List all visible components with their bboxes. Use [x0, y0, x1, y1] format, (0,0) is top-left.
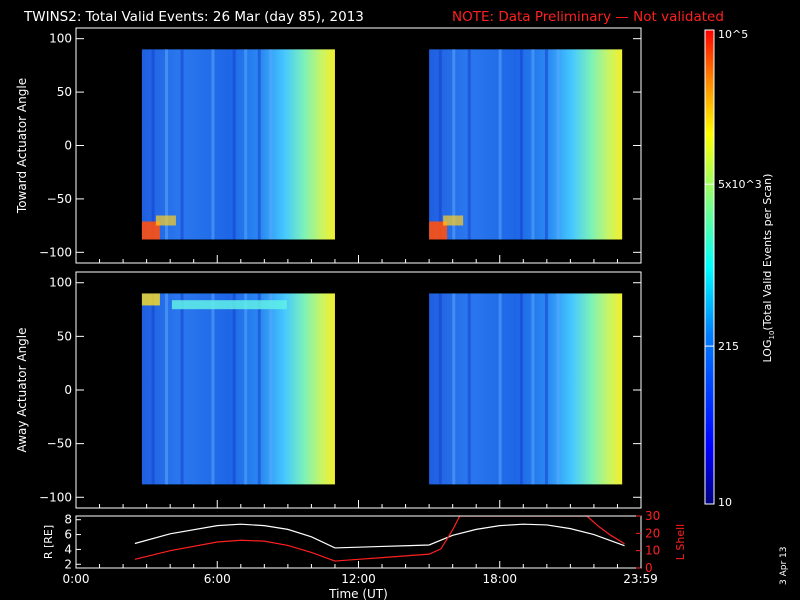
- y-tick-label: 8: [64, 513, 72, 527]
- away-angle-panel: 100 50 0 −50 −100 Away Actuator Angle: [15, 271, 642, 509]
- heatmap-streak: [244, 49, 248, 240]
- x-axis-label: Time (UT): [328, 587, 388, 600]
- right-y-tick-label: 0: [645, 561, 653, 575]
- colorbar-gradient: [704, 29, 715, 505]
- heatmap-streak: [232, 293, 236, 485]
- colorbar-tick-label: 5x10^3: [718, 178, 762, 191]
- heatmap-streak: [498, 293, 502, 485]
- heatmap-streak: [269, 49, 273, 240]
- heatmap-streak: [519, 293, 523, 485]
- y-tick-label: 0: [64, 383, 72, 397]
- y-tick-label: −50: [47, 437, 72, 451]
- colorbar-tick-label: 10: [718, 496, 732, 509]
- heatmap-streak: [211, 293, 215, 485]
- y-tick-label: −100: [39, 245, 72, 259]
- lshell-axis-label: L Shell: [674, 524, 687, 560]
- panel-frame: [75, 515, 642, 569]
- x-tick-label: 6:00: [204, 572, 231, 586]
- heatmap-streak: [151, 293, 155, 485]
- heatmap-block: [429, 49, 623, 240]
- heatmap-streak: [519, 49, 523, 240]
- r-axis-label: R [RE]: [42, 525, 55, 559]
- heatmap-block: [429, 293, 623, 485]
- heatmap-hotspot: [443, 215, 464, 226]
- heatmap-streak: [467, 49, 471, 240]
- y-tick-label: 100: [49, 276, 72, 290]
- heatmap-streak: [180, 293, 184, 485]
- heatmap-streak: [467, 293, 471, 485]
- y-tick-label: −100: [39, 490, 72, 504]
- heatmap-streak: [544, 49, 548, 240]
- right-y-tick-label: 30: [645, 509, 660, 523]
- lshell-series-line: [134, 516, 625, 562]
- y-tick-label: 4: [64, 542, 72, 556]
- r-series-line: [134, 523, 625, 549]
- heatmap-streak: [531, 49, 535, 240]
- y-tick-label: 6: [64, 528, 72, 542]
- heatmap-streak: [452, 49, 456, 240]
- heatmap-streak: [211, 49, 215, 240]
- y-tick-label: 0: [64, 139, 72, 153]
- heatmap-streak: [498, 49, 502, 240]
- heatmap-streak: [180, 49, 184, 240]
- heatmap-streak: [556, 293, 560, 485]
- footer-date: 3 Apr 13: [779, 547, 789, 585]
- heatmap-hotspot: [155, 215, 176, 226]
- heatmap-hotspot: [429, 221, 448, 240]
- heatmap-streak: [452, 293, 456, 485]
- x-tick-label: 0:00: [63, 572, 90, 586]
- heatmap-streak: [165, 293, 169, 485]
- heatmap-hotspot: [141, 293, 160, 306]
- heatmap-streak: [257, 49, 261, 240]
- heatmap-streak: [151, 49, 155, 240]
- y-tick-label: 50: [57, 85, 72, 99]
- right-y-tick-label: 20: [645, 526, 660, 540]
- heatmap-block: [141, 293, 335, 485]
- y-axis-label: Toward Actuator Angle: [15, 78, 29, 214]
- heatmap-block: [141, 49, 335, 240]
- colorbar-tick-label: 215: [718, 340, 739, 353]
- chart-title: TWINS2: Total Valid Events: 26 Mar (day …: [23, 9, 364, 25]
- y-axis-label: Away Actuator Angle: [15, 327, 29, 452]
- preliminary-note: NOTE: Data Preliminary — Not validated: [452, 9, 724, 25]
- heatmap-streak: [244, 293, 248, 485]
- heatmap-streak: [165, 49, 169, 240]
- heatmap-streak: [531, 293, 535, 485]
- y-tick-label: −50: [47, 192, 72, 206]
- toward-angle-panel: 100 50 0 −50 −100 Toward Actuator Angle: [15, 27, 642, 264]
- heatmap-streak: [257, 293, 261, 485]
- heatmap-streak: [269, 293, 273, 485]
- colorbar-label: LOG10(Total Valid Events per Scan): [761, 174, 776, 363]
- right-y-tick-label: 10: [645, 544, 660, 558]
- heatmap-streak: [438, 293, 442, 485]
- y-tick-label: 2: [64, 557, 72, 571]
- y-tick-label: 100: [49, 32, 72, 46]
- heatmap-streak: [556, 49, 560, 240]
- colorbar-tick-label: 10^5: [718, 28, 748, 41]
- heatmap-hotspot: [141, 221, 160, 240]
- x-tick-label: 12:00: [341, 572, 376, 586]
- colorbar: LOG10(Total Valid Events per Scan) 10 215…: [704, 28, 776, 509]
- y-tick-label: 50: [57, 329, 72, 343]
- heatmap-streak: [438, 49, 442, 240]
- heatmap-feature: [171, 300, 287, 310]
- heatmap-streak: [232, 49, 236, 240]
- x-tick-label: 18:00: [482, 572, 517, 586]
- x-tick-label: 23:59: [623, 572, 658, 586]
- heatmap-streak: [544, 293, 548, 485]
